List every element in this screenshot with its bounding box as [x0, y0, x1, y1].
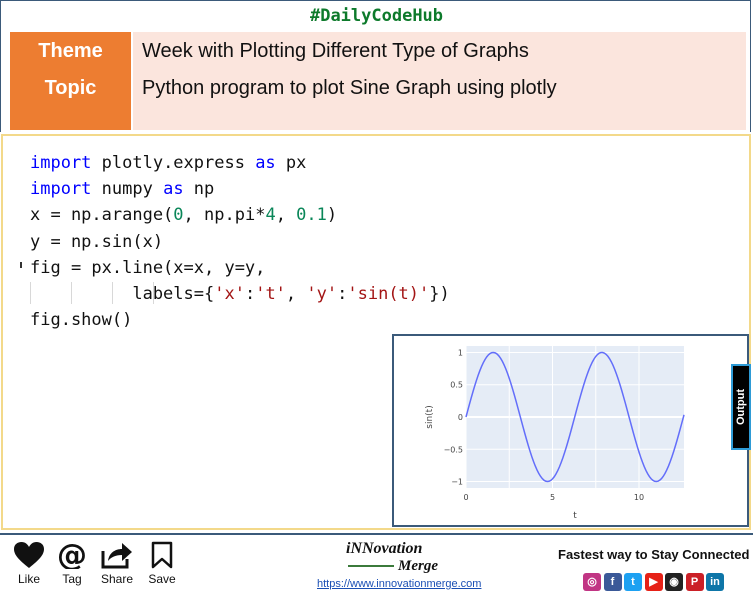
code-line: fig.show() [30, 307, 450, 333]
y-tick-label: 0.5 [450, 381, 463, 390]
code-token: 0.1 [296, 205, 327, 226]
x-tick-label: 5 [550, 493, 555, 502]
footer-bar: Like @ Tag Share Save iNNovation Merge h… [0, 533, 753, 602]
output-tab: Output [731, 364, 751, 450]
y-axis-label: sin(t) [425, 405, 435, 428]
code-token: as [163, 179, 184, 200]
code-token: as [255, 153, 276, 173]
y-tick-label: −0.5 [444, 445, 463, 454]
theme-row: Theme Week with Plotting Different Type … [10, 32, 746, 72]
twitter-icon[interactable]: t [624, 573, 642, 591]
code-line: y = np.sin(x) [30, 229, 450, 255]
code-token: 'sin(t)' [347, 284, 430, 305]
indent-guide [153, 282, 154, 304]
output-chart: 0 5 10 1 0.5 0 −0.5 −1 t sin(t) [392, 334, 749, 527]
youtube-icon[interactable]: ▶ [644, 573, 663, 591]
indent-guide [71, 282, 72, 304]
code-token: 't' [255, 284, 286, 305]
tagline: Fastest way to Stay Connected [558, 547, 750, 562]
hashtag-title: #DailyCodeHub [309, 6, 444, 26]
share-button[interactable]: Share [97, 541, 137, 586]
logo-arrow [348, 565, 394, 567]
y-tick-label: 0 [458, 413, 463, 422]
code-token: import [30, 179, 92, 200]
x-tick-label: 0 [463, 493, 468, 502]
code-token: import [30, 153, 92, 173]
header-panel: #DailyCodeHub Theme Week with Plotting D… [0, 0, 751, 132]
code-token: fig = px.line(x=x, y=y, [30, 257, 266, 278]
x-axis-label: t [573, 511, 577, 521]
editor-marker [20, 262, 22, 268]
topic-row: Topic Python program to plot Sine Graph … [10, 70, 746, 130]
code-token: : [337, 284, 348, 305]
theme-value: Week with Plotting Different Type of Gra… [133, 32, 746, 70]
pinterest-icon[interactable]: P [685, 573, 704, 591]
code-token: , [285, 284, 307, 305]
code-line: x = np.arange(0, np.pi*4, 0.1) [30, 202, 450, 228]
tag-label: Tag [62, 572, 82, 586]
x-tick-label: 10 [634, 493, 644, 502]
instagram-icon[interactable]: ◎ [583, 573, 601, 591]
bookmark-icon [151, 541, 173, 569]
code-panel: import plotly.express as px import numpy … [1, 134, 751, 530]
code-token: labels={ [30, 284, 215, 305]
topic-value: Python program to plot Sine Graph using … [133, 70, 746, 130]
like-button[interactable]: Like [9, 541, 49, 586]
code-token: y = np.sin(x) [30, 231, 164, 252]
output-tab-label: Output [735, 388, 747, 426]
share-label: Share [100, 572, 134, 586]
github-icon[interactable]: ◉ [665, 573, 683, 591]
svg-text:@: @ [57, 541, 87, 569]
theme-label: Theme [10, 32, 131, 70]
code-token: numpy [91, 179, 164, 200]
code-line: labels={'x':'t', 'y':'sin(t)'}) [30, 281, 450, 307]
facebook-icon[interactable]: f [603, 573, 622, 591]
code-block[interactable]: import plotly.express as px import numpy … [30, 150, 450, 333]
code-token: plotly.express [91, 153, 256, 173]
logo-text-bottom: Merge [398, 558, 438, 574]
code-token: x = np.arange( [30, 205, 174, 226]
innovationmerge-logo: iNNovation Merge [346, 540, 456, 580]
heart-icon [14, 542, 44, 568]
tag-button[interactable]: @ Tag [52, 541, 92, 586]
code-token: 4 [265, 205, 276, 226]
save-button[interactable]: Save [142, 541, 182, 586]
code-token: : [244, 284, 256, 305]
save-label: Save [148, 572, 176, 586]
code-line: import numpy as np [30, 176, 450, 202]
indent-guide [112, 282, 113, 304]
code-token: 0 [173, 205, 184, 226]
sine-chart-svg: 0 5 10 1 0.5 0 −0.5 −1 t sin(t) [425, 346, 685, 521]
topic-label: Topic [10, 70, 131, 130]
code-token: , np.pi* [183, 205, 266, 226]
share-icon [101, 543, 132, 569]
website-link[interactable]: https://www.innovationmerge.com [317, 578, 482, 590]
linkedin-icon[interactable]: in [706, 573, 724, 591]
code-line: fig = px.line(x=x, y=y, [30, 255, 450, 281]
code-token: ) [326, 205, 338, 226]
code-token: px [275, 153, 307, 173]
sine-line [465, 351, 685, 483]
y-tick-label: −1 [451, 478, 463, 487]
at-icon: @ [57, 541, 87, 569]
logo-text-top: iNNovation [346, 540, 423, 557]
code-token: 'y' [306, 284, 338, 305]
indent-guide [30, 282, 31, 304]
code-token: np [183, 179, 215, 200]
code-line: import plotly.express as px [30, 150, 450, 176]
code-token: }) [429, 284, 450, 305]
code-token: fig.show() [30, 310, 133, 331]
y-tick-label: 1 [458, 348, 463, 357]
code-token: 'x' [214, 284, 245, 305]
code-token: , [275, 205, 297, 226]
like-label: Like [17, 572, 40, 586]
